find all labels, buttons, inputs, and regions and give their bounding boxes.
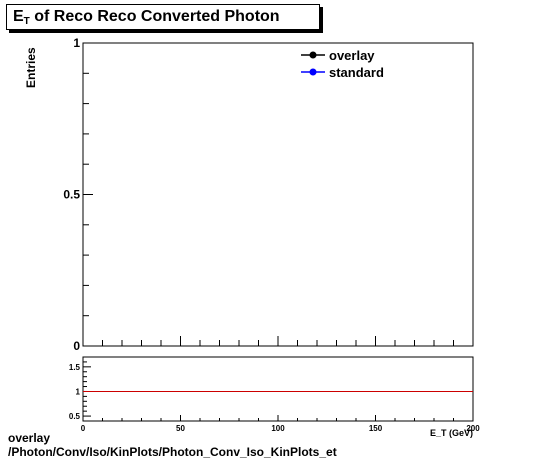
main-y-ticks: 00.51	[63, 36, 93, 353]
x-tick-label: 150	[369, 424, 383, 433]
ratio-y-tick-label: 1.5	[69, 363, 81, 372]
y-tick-label: 1	[73, 36, 80, 50]
ratio-y-ticks: 0.5 1 1.5	[69, 361, 91, 421]
legend-label: overlay	[329, 48, 375, 63]
chart-title: ET of Reco Reco Converted Photon	[6, 4, 320, 30]
ratio-plot-frame	[82, 356, 474, 422]
y-axis-label: Entries	[24, 47, 38, 88]
ratio-y-tick-label: 1	[76, 387, 81, 396]
legend-marker	[309, 68, 317, 76]
main-plot-frame	[82, 42, 474, 347]
x-axis-label: E_T (GeV)	[430, 428, 473, 438]
x-tick-label: 50	[176, 424, 185, 433]
ratio-y-tick-label: 0.5	[69, 412, 81, 421]
x-tick-label: 0	[81, 424, 86, 433]
footer-histogram-path: /Photon/Conv/Iso/KinPlots/Photon_Conv_Is…	[8, 445, 337, 459]
x-tick-label: 200	[466, 424, 480, 433]
main-x-ticks	[82, 336, 474, 346]
legend-marker	[309, 51, 317, 59]
y-tick-label: 0.5	[63, 188, 80, 202]
footer-dataset-label: overlay	[8, 431, 51, 445]
y-tick-label: 0	[73, 339, 80, 353]
legend-label: standard	[329, 65, 384, 80]
legend: overlay standard	[301, 48, 384, 80]
ratio-x-ticks: 0 50 100 150 200	[81, 415, 480, 433]
x-tick-label: 100	[271, 424, 285, 433]
